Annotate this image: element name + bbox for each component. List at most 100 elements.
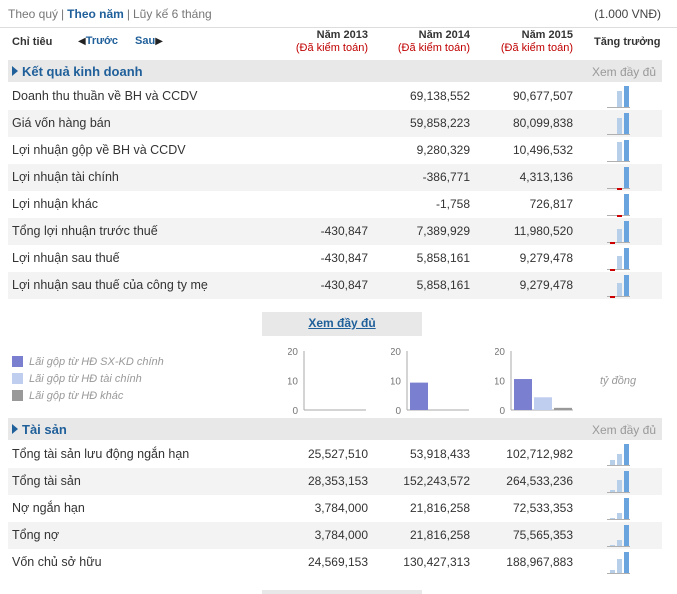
spark-bar-negative bbox=[610, 242, 615, 244]
growth-sparkline bbox=[607, 221, 630, 244]
value-2014: -1,758 bbox=[435, 197, 470, 211]
period-quarter-link[interactable]: Theo quý bbox=[8, 7, 59, 21]
row-label: Nợ ngắn hạn bbox=[12, 501, 85, 515]
audit-label: (Đã kiểm toán) bbox=[397, 42, 470, 54]
row-label: Tổng lợi nhuận trước thuế bbox=[12, 224, 158, 238]
growth-sparkline bbox=[607, 113, 630, 135]
spark-bar bbox=[617, 480, 622, 492]
axis-tick-label: 10 bbox=[495, 377, 505, 388]
value-2014: 59,858,223 bbox=[409, 116, 470, 130]
table-row: Nợ ngắn hạn 3,784,000 21,816,258 72,533,353 bbox=[8, 495, 662, 522]
axis-tick-label: 0 bbox=[499, 406, 505, 416]
section-title: Kết quả kinh doanh bbox=[22, 64, 143, 79]
value-2014: -386,771 bbox=[422, 170, 470, 184]
spark-bar bbox=[624, 552, 629, 573]
legend-label: Lãi gộp từ HĐ SX-KD chính bbox=[29, 356, 164, 368]
table-row: Tổng tài sản 28,353,153 152,243,572 264,533… bbox=[8, 468, 662, 495]
spark-bar bbox=[624, 275, 629, 296]
period-year-link[interactable]: Theo năm bbox=[67, 7, 124, 21]
spark-bar bbox=[610, 570, 615, 573]
value-2015: 80,099,838 bbox=[512, 116, 573, 130]
value-2015: 75,565,353 bbox=[512, 528, 573, 542]
growth-chart bbox=[604, 191, 634, 218]
row-label: Lợi nhuận tài chính bbox=[12, 170, 119, 184]
spark-bar-negative bbox=[610, 296, 615, 298]
spark-bar bbox=[624, 194, 629, 215]
mini-chart-2015: 20 10 0 bbox=[495, 340, 595, 416]
legend-label: Lãi gộp từ HĐ khác bbox=[29, 390, 124, 402]
table-row: Tổng tài sản lưu động ngắn hạn 25,527,510… bbox=[8, 441, 662, 468]
value-2013: 28,353,153 bbox=[307, 474, 368, 488]
legend-swatch bbox=[12, 390, 23, 401]
legend-swatch bbox=[12, 356, 23, 367]
chart-legend: Lãi gộp từ HĐ SX-KD chính Lãi gộp từ HĐ … bbox=[12, 356, 164, 407]
legend-label: Lãi gộp từ HĐ tài chính bbox=[29, 373, 142, 385]
spark-bar-negative bbox=[617, 215, 622, 217]
period-ytd-link[interactable]: Lũy kế 6 tháng bbox=[132, 7, 212, 21]
next-button[interactable]: Sau▶ bbox=[135, 35, 163, 47]
spark-bar bbox=[617, 513, 622, 519]
growth-header: Tăng trưởng bbox=[594, 36, 661, 48]
spark-bar bbox=[624, 167, 629, 188]
view-all-link[interactable]: Xem đầy đủ bbox=[591, 423, 656, 437]
axis-tick-label: 10 bbox=[391, 377, 401, 388]
growth-sparkline bbox=[607, 248, 630, 271]
growth-sparkline bbox=[607, 194, 630, 217]
triangle-left-icon: ◀ bbox=[78, 36, 86, 47]
table-row: Giá vốn hàng bán 59,858,223 80,099,838 bbox=[8, 110, 662, 137]
value-2013: 24,569,153 bbox=[307, 555, 368, 569]
spark-bar bbox=[610, 490, 615, 492]
value-2014: 21,816,258 bbox=[409, 528, 470, 542]
year-label: Năm 2014 bbox=[418, 29, 470, 41]
value-2014: 69,138,552 bbox=[409, 89, 470, 103]
value-2014: 130,427,313 bbox=[403, 555, 470, 569]
section-assets: Tài sản Xem đầy đủ bbox=[8, 418, 662, 440]
chart-bar bbox=[534, 397, 552, 410]
spark-bar bbox=[624, 221, 629, 242]
table-row: Lợi nhuận sau thuế của công ty mẹ -430,84… bbox=[8, 272, 662, 299]
value-2014: 21,816,258 bbox=[409, 501, 470, 515]
spark-bar bbox=[624, 444, 629, 465]
growth-chart bbox=[604, 245, 634, 272]
row-label: Lợi nhuận sau thuế bbox=[12, 251, 120, 265]
spark-bar bbox=[624, 86, 629, 107]
growth-sparkline bbox=[607, 140, 630, 162]
growth-chart bbox=[604, 549, 634, 576]
growth-sparkline bbox=[607, 498, 630, 520]
audit-label: (Đã kiểm toán) bbox=[500, 42, 573, 54]
period-bar: Theo quý | Theo năm | Lũy kế 6 tháng (1.000 … bbox=[0, 0, 677, 28]
growth-sparkline bbox=[607, 275, 630, 298]
row-label: Doanh thu thuần về BH và CCDV bbox=[12, 89, 198, 103]
view-all-button[interactable]: Xem đầy đủ bbox=[262, 312, 422, 336]
year-header-2015: Năm 2015 (Đã kiểm toán) bbox=[463, 29, 573, 55]
value-2014: 53,918,433 bbox=[409, 447, 470, 461]
value-2013: -430,847 bbox=[320, 251, 368, 265]
value-2015: 188,967,883 bbox=[506, 555, 573, 569]
legend-swatch bbox=[12, 373, 23, 384]
value-2013: 3,784,000 bbox=[314, 528, 368, 542]
value-2014: 7,389,929 bbox=[416, 224, 470, 238]
row-label: Tổng nợ bbox=[12, 528, 60, 542]
spark-bar bbox=[624, 498, 629, 519]
row-label: Lợi nhuận khác bbox=[12, 197, 99, 211]
value-2015: 10,496,532 bbox=[512, 143, 573, 157]
value-2015: 11,980,520 bbox=[513, 224, 573, 238]
prev-button[interactable]: ◀Trước bbox=[78, 35, 118, 47]
prev-label: Trước bbox=[85, 35, 118, 47]
table-row: Tổng lợi nhuận trước thuế -430,847 7,389,9… bbox=[8, 218, 662, 245]
chart-bar bbox=[554, 407, 572, 410]
growth-chart bbox=[604, 468, 634, 495]
table-row: Lợi nhuận sau thuế -430,847 5,858,161 9,279… bbox=[8, 245, 662, 272]
row-label: Tổng tài sản lưu động ngắn hạn bbox=[12, 447, 190, 461]
spark-bar bbox=[624, 525, 629, 546]
view-all-link[interactable]: Xem đầy đủ bbox=[591, 65, 656, 79]
indicator-header: Chỉ tiêu bbox=[12, 36, 53, 48]
row-label: Vốn chủ sở hữu bbox=[12, 555, 102, 569]
value-2015: 4,313,136 bbox=[519, 170, 573, 184]
section-arrow-icon bbox=[12, 424, 18, 434]
value-2013: 3,784,000 bbox=[314, 501, 368, 515]
spark-bar-negative bbox=[610, 269, 615, 271]
growth-chart bbox=[604, 441, 634, 468]
separator: | bbox=[126, 7, 130, 21]
spark-bar bbox=[624, 248, 629, 269]
